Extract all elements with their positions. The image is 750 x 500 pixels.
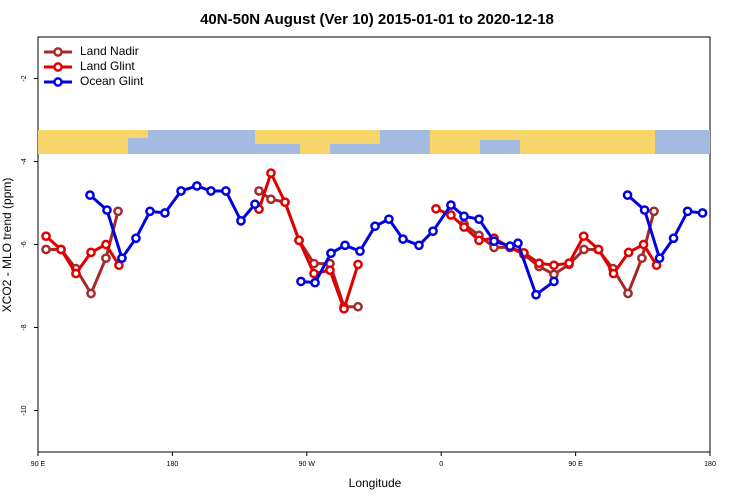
x-tick-label: 90 W xyxy=(299,461,316,468)
chart-title: 40N-50N August (Ver 10) 2015-01-01 to 20… xyxy=(200,11,554,28)
data-point xyxy=(86,247,96,258)
y-axis-label: XCO2 - MLO trend (ppm) xyxy=(0,178,14,313)
x-tick-label: 90 E xyxy=(31,461,46,468)
data-point xyxy=(579,244,589,255)
data-point xyxy=(623,247,634,258)
plot-frame xyxy=(37,36,711,453)
data-point xyxy=(102,205,112,215)
data-point xyxy=(101,253,111,264)
data-point xyxy=(101,239,111,250)
y-tick-label: -2 xyxy=(21,75,28,81)
data-point xyxy=(513,238,523,249)
data-point xyxy=(370,221,380,232)
data-point xyxy=(113,206,123,217)
data-point xyxy=(339,303,349,314)
data-point xyxy=(668,233,679,244)
data-point xyxy=(697,208,708,218)
data-point xyxy=(431,203,441,214)
data-point xyxy=(459,222,469,232)
x-tick-label: 180 xyxy=(704,461,716,468)
x-tick-label: 0 xyxy=(439,461,443,468)
data-point xyxy=(294,235,304,246)
data-point xyxy=(280,197,290,208)
legend-marker xyxy=(53,62,63,72)
data-point xyxy=(428,226,438,237)
y-tick-label: -6 xyxy=(21,241,28,247)
y-tick-label: -10 xyxy=(21,405,28,415)
data-point xyxy=(353,259,363,270)
data-point xyxy=(639,205,650,215)
data-point xyxy=(593,244,604,255)
data-point xyxy=(236,215,246,226)
data-point xyxy=(608,268,619,279)
data-point xyxy=(654,253,665,264)
data-point xyxy=(353,301,363,312)
data-point xyxy=(85,190,95,200)
data-point xyxy=(549,276,559,287)
data-point xyxy=(71,268,81,279)
x-tick-label: 90 E xyxy=(568,461,583,468)
data-point xyxy=(446,210,456,220)
data-point xyxy=(459,211,469,222)
data-point xyxy=(505,241,515,252)
data-point xyxy=(41,231,51,242)
data-point xyxy=(474,235,484,246)
data-point xyxy=(398,234,408,244)
data-point xyxy=(131,233,141,244)
data-point xyxy=(254,186,264,196)
legend-marker xyxy=(53,47,63,57)
data-point xyxy=(549,260,559,271)
data-point xyxy=(623,288,633,299)
data-point xyxy=(474,214,484,225)
data-point xyxy=(637,253,647,264)
data-point xyxy=(578,231,589,242)
data-point xyxy=(310,277,320,288)
y-tick-label: -8 xyxy=(21,324,28,330)
data-point xyxy=(564,258,574,269)
data-point xyxy=(622,190,633,200)
y-tick-label: -4 xyxy=(21,158,28,164)
data-point xyxy=(117,253,127,264)
data-point xyxy=(325,265,335,276)
data-point xyxy=(340,240,350,251)
data-point xyxy=(56,244,66,255)
data-point xyxy=(446,200,456,210)
data-point xyxy=(41,244,51,255)
legend-label: Land Nadir xyxy=(80,44,139,58)
map-strip xyxy=(38,130,710,154)
data-point xyxy=(145,206,155,217)
data-point xyxy=(638,239,649,250)
data-point xyxy=(682,206,693,217)
data-point xyxy=(221,186,231,196)
data-point xyxy=(649,206,659,217)
data-point xyxy=(86,288,96,299)
legend-marker xyxy=(53,77,63,87)
data-point xyxy=(534,258,544,269)
data-point xyxy=(355,246,365,256)
data-point xyxy=(160,208,170,218)
x-axis-label: Longitude xyxy=(349,476,402,490)
data-point xyxy=(266,168,276,178)
data-point xyxy=(489,236,499,247)
data-point xyxy=(309,268,319,279)
series-line xyxy=(88,184,703,298)
data-point xyxy=(266,194,276,205)
data-point xyxy=(296,276,306,287)
data-point xyxy=(326,248,336,259)
x-tick-label: 180 xyxy=(167,461,179,468)
data-point xyxy=(414,240,424,251)
data-point xyxy=(206,186,216,196)
data-point xyxy=(176,186,186,196)
data-point xyxy=(192,181,202,191)
legend-label: Land Glint xyxy=(80,59,135,73)
data-point xyxy=(250,199,260,210)
data-point xyxy=(531,289,541,300)
legend-label: Ocean Glint xyxy=(80,74,144,88)
data-point xyxy=(384,214,394,225)
